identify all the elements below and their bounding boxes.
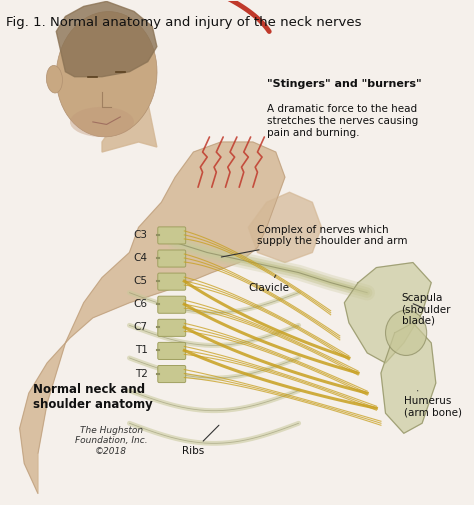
Text: Clavicle: Clavicle (248, 275, 290, 292)
Text: Humerus
(arm bone): Humerus (arm bone) (404, 390, 462, 417)
Ellipse shape (56, 12, 157, 137)
FancyBboxPatch shape (158, 250, 186, 267)
Text: C7: C7 (134, 322, 148, 332)
Text: T1: T1 (135, 345, 148, 356)
Text: Normal neck and
shoulder anatomy: Normal neck and shoulder anatomy (33, 383, 153, 411)
Text: C3: C3 (134, 230, 148, 240)
Text: C5: C5 (134, 276, 148, 286)
Circle shape (385, 310, 427, 356)
Text: Scapula
(shoulder
blade): Scapula (shoulder blade) (401, 293, 451, 326)
Ellipse shape (70, 107, 134, 137)
Polygon shape (20, 142, 285, 493)
FancyBboxPatch shape (158, 342, 186, 360)
FancyBboxPatch shape (158, 296, 186, 313)
Polygon shape (102, 102, 157, 152)
Text: "Stingers" and "burners": "Stingers" and "burners" (267, 79, 421, 89)
FancyBboxPatch shape (158, 366, 186, 383)
Ellipse shape (46, 66, 63, 93)
FancyBboxPatch shape (158, 273, 186, 290)
Polygon shape (248, 192, 321, 263)
Polygon shape (345, 263, 431, 363)
FancyBboxPatch shape (158, 227, 186, 244)
Text: Fig. 1. Normal anatomy and injury of the neck nerves: Fig. 1. Normal anatomy and injury of the… (6, 17, 362, 29)
FancyBboxPatch shape (158, 319, 186, 336)
Text: The Hughston
Foundation, Inc.
©2018: The Hughston Foundation, Inc. ©2018 (75, 426, 147, 456)
Text: C4: C4 (134, 253, 148, 263)
Text: Ribs: Ribs (182, 425, 219, 456)
Text: T2: T2 (135, 369, 148, 379)
Polygon shape (56, 2, 157, 77)
Text: A dramatic force to the head
stretches the nerves causing
pain and burning.: A dramatic force to the head stretches t… (267, 105, 418, 137)
Polygon shape (381, 323, 436, 433)
Text: C6: C6 (134, 299, 148, 309)
Text: Complex of nerves which
supply the shoulder and arm: Complex of nerves which supply the shoul… (221, 225, 408, 257)
